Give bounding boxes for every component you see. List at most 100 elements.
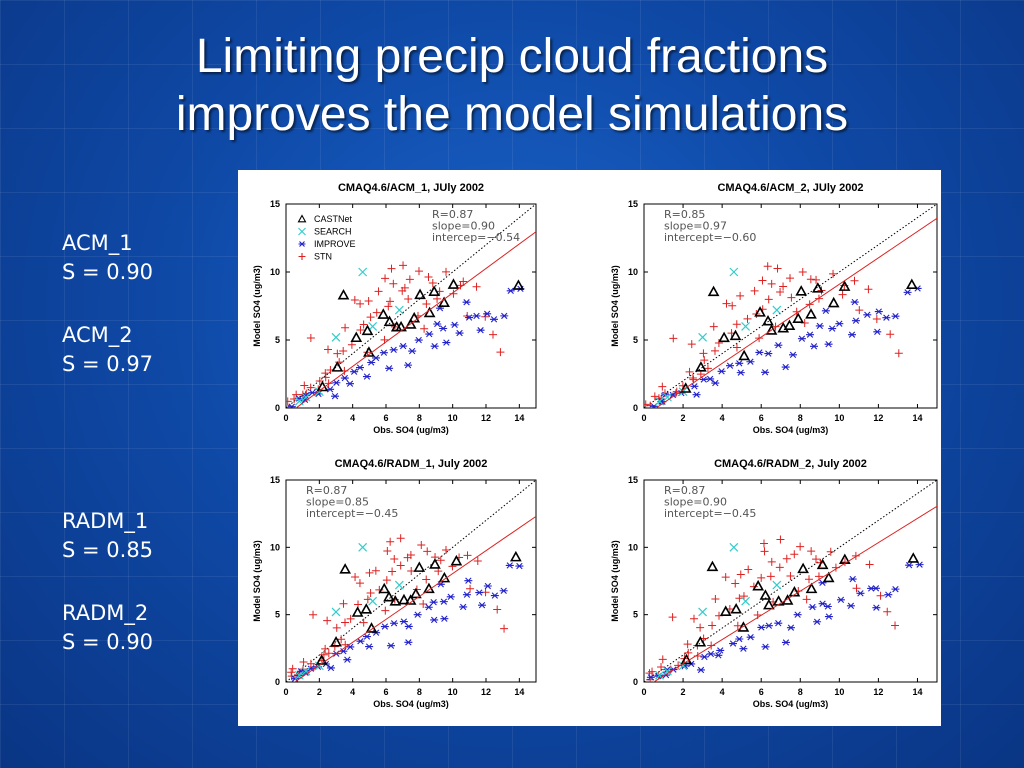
castnet-point (759, 589, 772, 600)
search-point (294, 670, 304, 680)
improve-point (472, 312, 481, 320)
improve-point (774, 342, 783, 349)
castnet-point (378, 582, 391, 594)
stn-point (650, 392, 659, 401)
stn-point (829, 269, 838, 278)
stn-point (711, 594, 720, 603)
improve-point (736, 369, 745, 376)
stn-point (812, 275, 821, 284)
stn-point (806, 275, 815, 284)
stat-text: slope=0.85 (306, 496, 369, 509)
x-tick-label: 14 (912, 687, 922, 697)
search-point (741, 321, 750, 331)
legend-label: STN (314, 252, 332, 262)
improve-point (390, 620, 399, 627)
improve-point (505, 562, 514, 569)
improve-point (700, 653, 709, 661)
improve-point (439, 598, 448, 605)
note-radm1-slope: S = 0.85 (62, 538, 154, 562)
stat-text: slope=0.90 (432, 220, 495, 233)
stn-point (356, 299, 365, 308)
stn-point (337, 635, 346, 644)
castnet-point (408, 311, 421, 323)
chart-title: CMAQ4.6/ACM_2, JUly 2002 (717, 182, 863, 194)
note-acm1: ACM_1 S = 0.90 (62, 229, 153, 287)
stn-point (709, 322, 718, 331)
stn-point (449, 289, 458, 298)
stn-point (463, 551, 472, 560)
improve-point (739, 645, 748, 652)
x-tick-label: 0 (283, 687, 288, 697)
stn-point (851, 551, 860, 560)
stn-point (383, 547, 392, 556)
note-radm2: RADM_2 S = 0.90 (62, 599, 153, 657)
improve-point (464, 577, 473, 584)
improve-point (711, 379, 720, 387)
castnet-point (679, 382, 692, 393)
improve-point (331, 393, 340, 400)
castnet-point (762, 314, 774, 326)
legend-label: CASTNet (314, 214, 353, 224)
stn-point (699, 349, 708, 358)
stn-point (660, 389, 669, 398)
improve-point (846, 602, 855, 609)
improve-point (735, 360, 744, 367)
one-to-one-line (644, 204, 937, 408)
stn-point (838, 290, 847, 299)
improve-point (476, 327, 485, 334)
castnet-point (413, 561, 426, 572)
stn-point (684, 648, 693, 657)
stn-point (351, 572, 360, 581)
improve-point (781, 363, 790, 371)
improve-point (414, 336, 423, 344)
improve-point (399, 342, 408, 350)
x-tick-label: 10 (834, 687, 844, 697)
search-point (394, 580, 404, 590)
improve-point (856, 590, 865, 597)
stn-point (381, 274, 390, 283)
improve-point (863, 311, 872, 318)
improve-point (692, 391, 701, 398)
improve-point (824, 341, 833, 348)
castnet-point (694, 635, 707, 647)
legend-marker-search (298, 227, 306, 236)
stn-point (400, 283, 409, 292)
regression-line (655, 217, 937, 408)
castnet-point (695, 361, 707, 372)
castnet-point (512, 279, 525, 290)
stn-point (359, 618, 368, 627)
stn-point (333, 349, 342, 358)
improve-point (735, 635, 744, 643)
improve-point (346, 380, 354, 387)
improve-point (455, 329, 464, 337)
improve-point (808, 603, 817, 611)
stat-text: intercept=−0.60 (664, 231, 756, 244)
legend-marker-improve (298, 241, 306, 247)
stn-point (324, 649, 333, 658)
stn-point (736, 570, 745, 579)
stn-point (883, 607, 892, 616)
stn-point (433, 294, 442, 303)
improve-point (835, 320, 844, 327)
stn-point (287, 668, 296, 677)
castnet-point (738, 349, 750, 361)
stn-point (891, 621, 900, 630)
stn-point (759, 539, 768, 548)
chart-panel-1: CMAQ4.6/ACM_1, JUly 2002 0 2 4 6 8 10 12 14 0 5 10 1… (252, 182, 537, 435)
stn-point (707, 641, 716, 650)
search-point (663, 666, 672, 676)
castnet-point (377, 308, 390, 319)
improve-point (430, 343, 439, 350)
improve-point (429, 598, 438, 606)
x-tick-label: 6 (759, 413, 764, 423)
improve-point (459, 603, 468, 611)
improve-point (465, 314, 474, 321)
y-tick-label: 5 (633, 610, 638, 620)
stn-point (287, 404, 289, 408)
improve-point (706, 650, 715, 658)
improve-point (483, 310, 492, 317)
y-axis-label: Model SO4 (ug/m3) (610, 540, 620, 622)
castnet-point (428, 285, 441, 297)
regression-line (293, 515, 536, 682)
stn-point (855, 306, 864, 315)
